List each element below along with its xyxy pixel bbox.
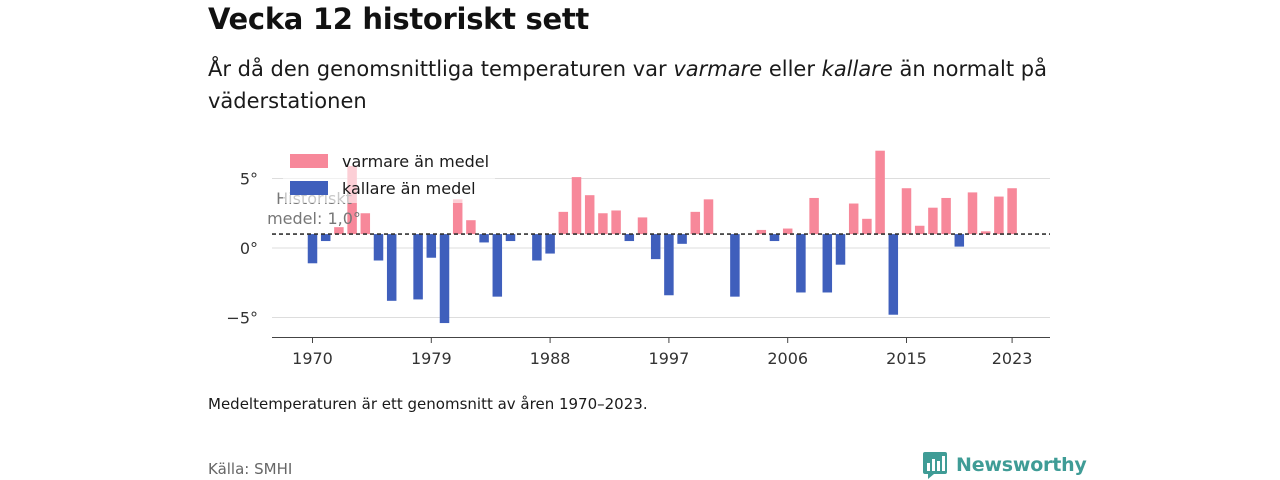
bar-cold [730,234,740,297]
bar-warm [452,199,463,235]
x-tick-label: 2006 [767,349,808,368]
bar-warm [941,197,951,235]
bar-warm [914,225,925,235]
bar-warm [862,218,872,235]
bar-cold [492,234,503,297]
bar-cold [624,234,635,242]
bar-cold [386,234,397,301]
bar-cold [822,234,833,293]
bar-warm [756,229,767,235]
bar-cold [888,234,899,315]
bar-cold [664,234,674,296]
subtitle-text-3: än normalt på väderstationen [208,57,1047,113]
legend-label-cold: kallare än medel [342,179,476,198]
bar-cold [479,234,489,243]
subtitle-cold-word: kallare [821,57,893,81]
bar-warm [334,227,344,235]
bar-warm [967,192,978,235]
bar-cold [426,234,437,258]
bar-warm [360,213,371,235]
x-tick-label: 2015 [886,349,927,368]
subtitle-text-2: eller [762,57,822,81]
bar-warm [994,196,1004,235]
bar-chart: 5°0°−5°1970197919881997200620152023Histo… [226,150,1050,368]
bar-warm [703,199,714,235]
bar-warm [571,177,582,235]
x-tick-label: 1970 [292,349,333,368]
bar-warm [637,217,648,235]
brand-name: Newsworthy [956,454,1087,476]
bar-warm [584,195,595,235]
bar-warm [848,203,859,235]
bar-warm [782,228,793,235]
y-tick-label: 0° [240,239,258,258]
bar-cold [413,234,423,300]
legend-label-warm: varmare än medel [342,152,489,171]
bar-cold [307,234,318,264]
bar-warm [466,220,476,235]
brand-logo[interactable]: Newsworthy [922,450,1087,480]
chart-subtitle: År då den genomsnittliga temperaturen va… [208,53,1048,117]
bar-cold [796,234,806,293]
bar-warm [611,210,621,235]
y-tick-label: 5° [240,170,258,189]
footnote: Medeltemperaturen är ett genomsnitt av å… [208,395,648,413]
legend-swatch-warm [290,154,328,168]
bar-warm [1007,188,1017,235]
x-tick-label: 1997 [649,349,690,368]
bar-cold [439,234,450,324]
bar-warm [598,213,608,235]
subtitle-text-1: År då den genomsnittliga temperaturen va… [208,57,674,81]
bar-warm [809,197,819,235]
bar-warm [875,150,885,235]
bar-warm [980,231,991,235]
bar-warm [901,188,912,235]
legend-swatch-cold [290,181,328,195]
bar-warm [928,207,938,235]
bar-cold [545,234,555,254]
bar-cold [320,234,331,242]
x-tick-label: 1988 [530,349,571,368]
chart-title: Vecka 12 historiskt sett [208,2,589,36]
bar-warm [558,211,569,235]
bar-cold [650,234,661,260]
bar-cold [835,234,846,265]
bar-cold [769,234,780,242]
y-tick-label: −5° [226,309,258,328]
x-tick-label: 2023 [992,349,1033,368]
newsworthy-logo-icon [923,452,947,479]
bar-cold [677,234,687,244]
subtitle-warm-word: varmare [673,57,763,81]
bar-cold [954,234,965,247]
source-label: Källa: SMHI [208,460,293,478]
bar-cold [505,234,516,242]
bar-cold [532,234,542,261]
bar-cold [373,234,384,261]
bar-warm [690,211,701,235]
x-tick-label: 1979 [411,349,452,368]
baseline-label-line-2: medel: 1,0° [267,209,361,228]
